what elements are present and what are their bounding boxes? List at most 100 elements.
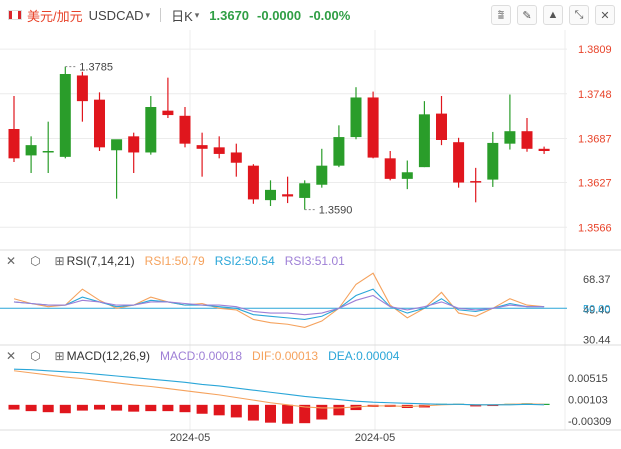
macd-bar bbox=[333, 404, 345, 416]
collapse-icon[interactable]: ⤡ bbox=[569, 5, 589, 25]
candle-body bbox=[538, 148, 550, 151]
candle-body bbox=[128, 136, 140, 153]
macd-tick-label: -0.00309 bbox=[568, 416, 611, 428]
macd-bar bbox=[213, 404, 225, 416]
candle-body bbox=[282, 194, 294, 197]
candle-body bbox=[213, 147, 225, 154]
macd-bar bbox=[128, 404, 140, 412]
price-tick-label: 1.3627 bbox=[578, 178, 612, 190]
high-label: 1.3785 bbox=[79, 62, 113, 74]
macd-bar bbox=[145, 404, 157, 412]
x-tick-label: 2024-05 bbox=[355, 432, 395, 444]
macd-bar bbox=[94, 404, 105, 410]
macd-bar bbox=[230, 404, 242, 418]
rsi3-value: RSI3:51.01 bbox=[284, 254, 345, 268]
macd-bar bbox=[470, 404, 482, 407]
macd-bar bbox=[487, 404, 499, 407]
candle-body bbox=[521, 131, 533, 149]
macd-tick-label: 0.00515 bbox=[568, 373, 608, 385]
rsi2-value: RSI2:50.54 bbox=[214, 254, 275, 268]
x-tick-label: 2024-05 bbox=[170, 432, 210, 444]
period-selector[interactable]: 日K bbox=[171, 8, 193, 24]
candle-body bbox=[76, 75, 88, 102]
candle-body bbox=[42, 151, 54, 153]
rsi1-value: RSI1:50.79 bbox=[144, 254, 205, 268]
flag-icon bbox=[8, 10, 22, 20]
chart-header: 美元/加元 USDCAD ▾ 日K ▾ 1.3670 -0.0000 -0.00… bbox=[0, 0, 621, 30]
rsi-line-rsi2 bbox=[13, 288, 545, 321]
rsi-line-rsi1 bbox=[13, 272, 545, 329]
macd-bar bbox=[299, 404, 311, 424]
macd-bar bbox=[59, 404, 71, 414]
macd-bar bbox=[247, 404, 259, 421]
macd-bar bbox=[42, 404, 54, 413]
candle-body bbox=[350, 97, 362, 138]
indicator-settings-icon[interactable]: ⩰ bbox=[491, 5, 511, 25]
rsi-tick-label: 49.40 bbox=[583, 304, 611, 316]
divider bbox=[160, 8, 162, 22]
symbol-code[interactable]: USDCAD bbox=[88, 7, 144, 23]
candle-body bbox=[59, 74, 71, 157]
candle-body bbox=[145, 107, 157, 153]
candle-body bbox=[179, 115, 191, 144]
candle-body bbox=[401, 172, 413, 179]
macd-bar bbox=[162, 404, 174, 412]
close-icon[interactable]: ✕ bbox=[595, 5, 615, 25]
macd-tick-label: 0.00103 bbox=[568, 394, 608, 406]
candle-body bbox=[333, 137, 345, 166]
price-tick-label: 1.3687 bbox=[578, 134, 612, 146]
price-tick-label: 1.3566 bbox=[578, 222, 612, 234]
expand-icon[interactable]: ⊞ bbox=[54, 349, 65, 363]
close-icon[interactable]: ✕ bbox=[6, 254, 17, 268]
candle-body bbox=[247, 165, 259, 200]
settings-icon[interactable]: ⬡ bbox=[30, 349, 41, 363]
dif-value: DIF:0.00013 bbox=[252, 349, 319, 363]
candle-body bbox=[299, 183, 311, 198]
draw-tools-icon[interactable]: ✎ bbox=[517, 5, 537, 25]
macd-bar bbox=[196, 404, 208, 414]
macd-indicator-name: MACD(12,26,9) bbox=[66, 349, 150, 363]
candle-body bbox=[8, 129, 20, 159]
macd-legend: ✕ ⬡ ⊞ MACD(12,26,9) MACD:0.00018 DIF:0.0… bbox=[0, 347, 399, 365]
rsi-tick-label: 30.44 bbox=[583, 335, 611, 347]
macd-value: MACD:0.00018 bbox=[159, 349, 243, 363]
rsi-line-rsi3 bbox=[13, 294, 545, 316]
macd-bar bbox=[265, 404, 276, 423]
close-icon[interactable]: ✕ bbox=[6, 349, 17, 363]
candle-body bbox=[265, 189, 276, 201]
dif-line bbox=[13, 370, 545, 409]
macd-bar bbox=[111, 404, 123, 411]
candle-body bbox=[487, 142, 499, 180]
candle-body bbox=[367, 97, 379, 158]
rsi-indicator-name: RSI(7,14,21) bbox=[66, 254, 135, 268]
candle-body bbox=[25, 145, 37, 156]
rsi-legend: ✕ ⬡ ⊞ RSI(7,14,21) RSI1:50.79 RSI2:50.54… bbox=[0, 252, 345, 270]
dea-line bbox=[13, 368, 545, 406]
candle-body bbox=[418, 114, 430, 168]
dea-value: DEA:0.00004 bbox=[328, 349, 400, 363]
candle-body bbox=[316, 165, 328, 185]
price-tick-label: 1.3809 bbox=[578, 44, 612, 56]
candle-body bbox=[453, 142, 465, 183]
symbol-dropdown-icon[interactable]: ▾ bbox=[145, 9, 151, 20]
chart-style-icon[interactable]: ▲ bbox=[543, 5, 563, 25]
chart-toolbar: ⩰ ✎ ▲ ⤡ ✕ bbox=[491, 5, 615, 25]
macd-bar bbox=[25, 404, 37, 412]
last-price: 1.3670 bbox=[209, 7, 250, 23]
price-tick-label: 1.3748 bbox=[578, 89, 612, 101]
candle-body bbox=[436, 113, 447, 140]
rsi-reference-label: 50.00 bbox=[583, 303, 611, 315]
symbol-name[interactable]: 美元/加元 bbox=[27, 8, 83, 24]
settings-icon[interactable]: ⬡ bbox=[30, 254, 41, 268]
expand-icon[interactable]: ⊞ bbox=[54, 254, 65, 268]
period-dropdown-icon[interactable]: ▾ bbox=[194, 9, 200, 20]
candle-body bbox=[384, 158, 396, 179]
candle-body bbox=[230, 152, 242, 163]
candle-body bbox=[470, 181, 482, 183]
macd-bar bbox=[76, 404, 88, 411]
low-label: 1.3590 bbox=[319, 205, 353, 217]
macd-bar bbox=[179, 404, 191, 413]
macd-bar bbox=[282, 404, 294, 424]
macd-bar bbox=[8, 404, 20, 410]
